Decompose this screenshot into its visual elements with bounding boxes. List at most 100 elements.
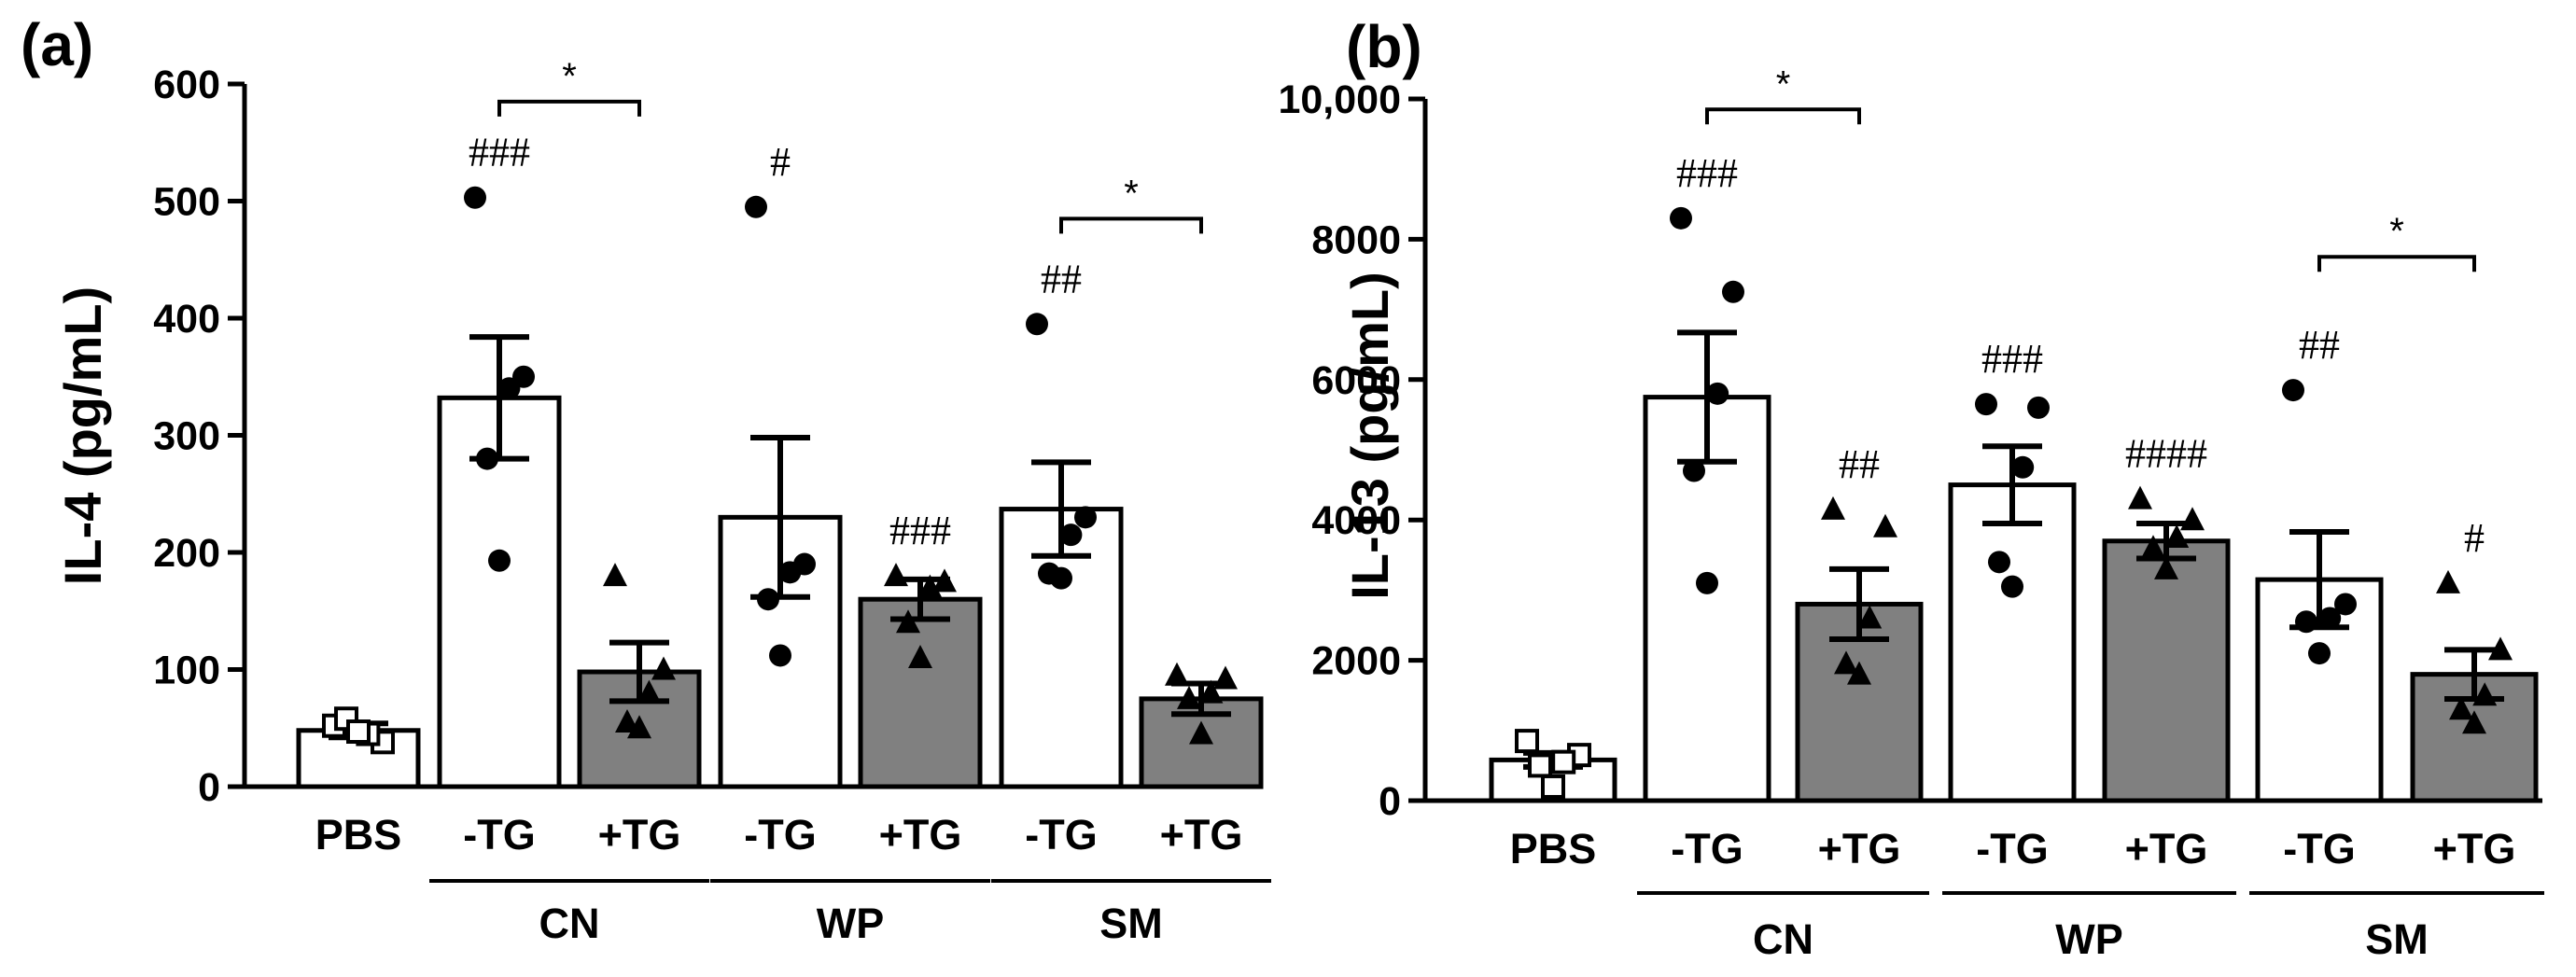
significance-label: ### bbox=[1981, 336, 2043, 382]
data-point bbox=[651, 656, 676, 680]
significance-bracket bbox=[497, 99, 641, 117]
y-tick-label: 0 bbox=[198, 765, 220, 810]
y-axis-label: IL-4 (pg/mL) bbox=[53, 286, 112, 585]
bar bbox=[858, 596, 983, 789]
data-point bbox=[2334, 593, 2357, 616]
data-point bbox=[1528, 753, 1552, 778]
data-point bbox=[2164, 524, 2190, 548]
data-point bbox=[615, 708, 639, 733]
bracket-star: * bbox=[2389, 211, 2404, 252]
data-point bbox=[1696, 571, 1718, 594]
group-label: CN bbox=[1753, 915, 1813, 963]
data-point bbox=[1988, 551, 2010, 574]
y-tick-label: 300 bbox=[153, 414, 220, 459]
data-point bbox=[1683, 459, 1705, 482]
significance-label: ### bbox=[469, 130, 530, 175]
panel-label: (a) bbox=[21, 11, 93, 78]
data-point bbox=[1670, 206, 1692, 230]
y-tick-label: 400 bbox=[153, 297, 220, 342]
x-tick-label: -TG bbox=[1976, 825, 2048, 872]
x-tick-label: +TG bbox=[2125, 825, 2208, 872]
significance-bracket bbox=[1059, 216, 1203, 234]
significance-bracket bbox=[1705, 107, 1861, 125]
data-point bbox=[1873, 513, 1897, 537]
data-point bbox=[1165, 662, 1189, 686]
y-tick-label: 6000 bbox=[1311, 358, 1401, 403]
bracket-star: * bbox=[562, 56, 577, 97]
data-point bbox=[2462, 710, 2486, 734]
significance-label: # bbox=[2464, 515, 2485, 561]
data-point bbox=[2282, 379, 2304, 402]
y-tick-label: 500 bbox=[153, 180, 220, 225]
data-point bbox=[2128, 485, 2152, 509]
bracket-star: * bbox=[1124, 173, 1139, 214]
x-tick-label: -TG bbox=[1025, 811, 1097, 858]
data-point bbox=[464, 186, 486, 209]
x-tick-label: PBS bbox=[1510, 825, 1597, 872]
x-tick-label: -TG bbox=[2283, 825, 2355, 872]
data-point bbox=[1857, 605, 1883, 629]
significance-label: ## bbox=[1839, 441, 1880, 487]
y-tick-label: 2000 bbox=[1311, 639, 1401, 684]
x-tick-label: -TG bbox=[1671, 825, 1743, 872]
data-point bbox=[1026, 313, 1048, 336]
x-tick-label: -TG bbox=[744, 811, 816, 858]
data-point bbox=[745, 195, 767, 218]
bracket-star: * bbox=[1776, 63, 1791, 105]
y-tick-label: 0 bbox=[1379, 779, 1401, 824]
y-tick-label: 8000 bbox=[1311, 217, 1401, 262]
bar bbox=[2102, 538, 2231, 803]
significance-label: #### bbox=[2125, 431, 2207, 477]
data-point bbox=[1198, 679, 1224, 704]
y-tick-label: 600 bbox=[153, 63, 220, 107]
x-tick-label: +TG bbox=[2433, 825, 2516, 872]
y-tick-label: 10,000 bbox=[1278, 77, 1401, 122]
data-point bbox=[1213, 665, 1238, 690]
data-point bbox=[2295, 610, 2317, 634]
group-label: SM bbox=[1099, 900, 1163, 947]
data-point bbox=[497, 377, 521, 400]
data-point bbox=[908, 644, 932, 668]
data-point bbox=[2488, 636, 2513, 661]
data-point bbox=[2449, 696, 2473, 720]
data-point bbox=[2154, 555, 2178, 579]
data-point bbox=[2308, 642, 2331, 665]
data-point bbox=[2436, 569, 2460, 593]
data-point bbox=[896, 609, 920, 634]
significance-label: ### bbox=[889, 508, 951, 553]
data-point bbox=[917, 574, 943, 598]
bar bbox=[1948, 482, 2077, 803]
data-point bbox=[884, 563, 908, 587]
x-tick-label: +TG bbox=[1160, 811, 1243, 858]
y-tick-label: 100 bbox=[153, 649, 220, 693]
data-point bbox=[1847, 661, 1871, 685]
data-point bbox=[1541, 774, 1565, 799]
data-point bbox=[2011, 455, 2035, 479]
data-point bbox=[1189, 720, 1213, 745]
data-point bbox=[1821, 495, 1845, 520]
data-point bbox=[603, 563, 627, 587]
data-point bbox=[2141, 535, 2165, 559]
group-label: CN bbox=[539, 900, 600, 947]
significance-bracket bbox=[2317, 255, 2476, 272]
group-label: WP bbox=[2055, 915, 2123, 963]
x-tick-label: +TG bbox=[879, 811, 962, 858]
data-point bbox=[932, 568, 957, 593]
group-label: WP bbox=[817, 900, 885, 947]
bar bbox=[1643, 395, 1771, 803]
data-point bbox=[2318, 607, 2342, 630]
data-point bbox=[778, 561, 802, 584]
x-tick-label: +TG bbox=[1818, 825, 1901, 872]
data-point bbox=[1177, 685, 1201, 709]
data-point bbox=[1706, 382, 1729, 405]
x-tick-label: PBS bbox=[315, 811, 402, 858]
data-point bbox=[769, 644, 791, 667]
data-point bbox=[1551, 749, 1576, 775]
data-point bbox=[1050, 566, 1072, 590]
y-tick-label: 4000 bbox=[1311, 498, 1401, 543]
y-tick-label: 200 bbox=[153, 531, 220, 576]
data-point bbox=[488, 549, 511, 572]
data-point bbox=[1975, 393, 1997, 416]
